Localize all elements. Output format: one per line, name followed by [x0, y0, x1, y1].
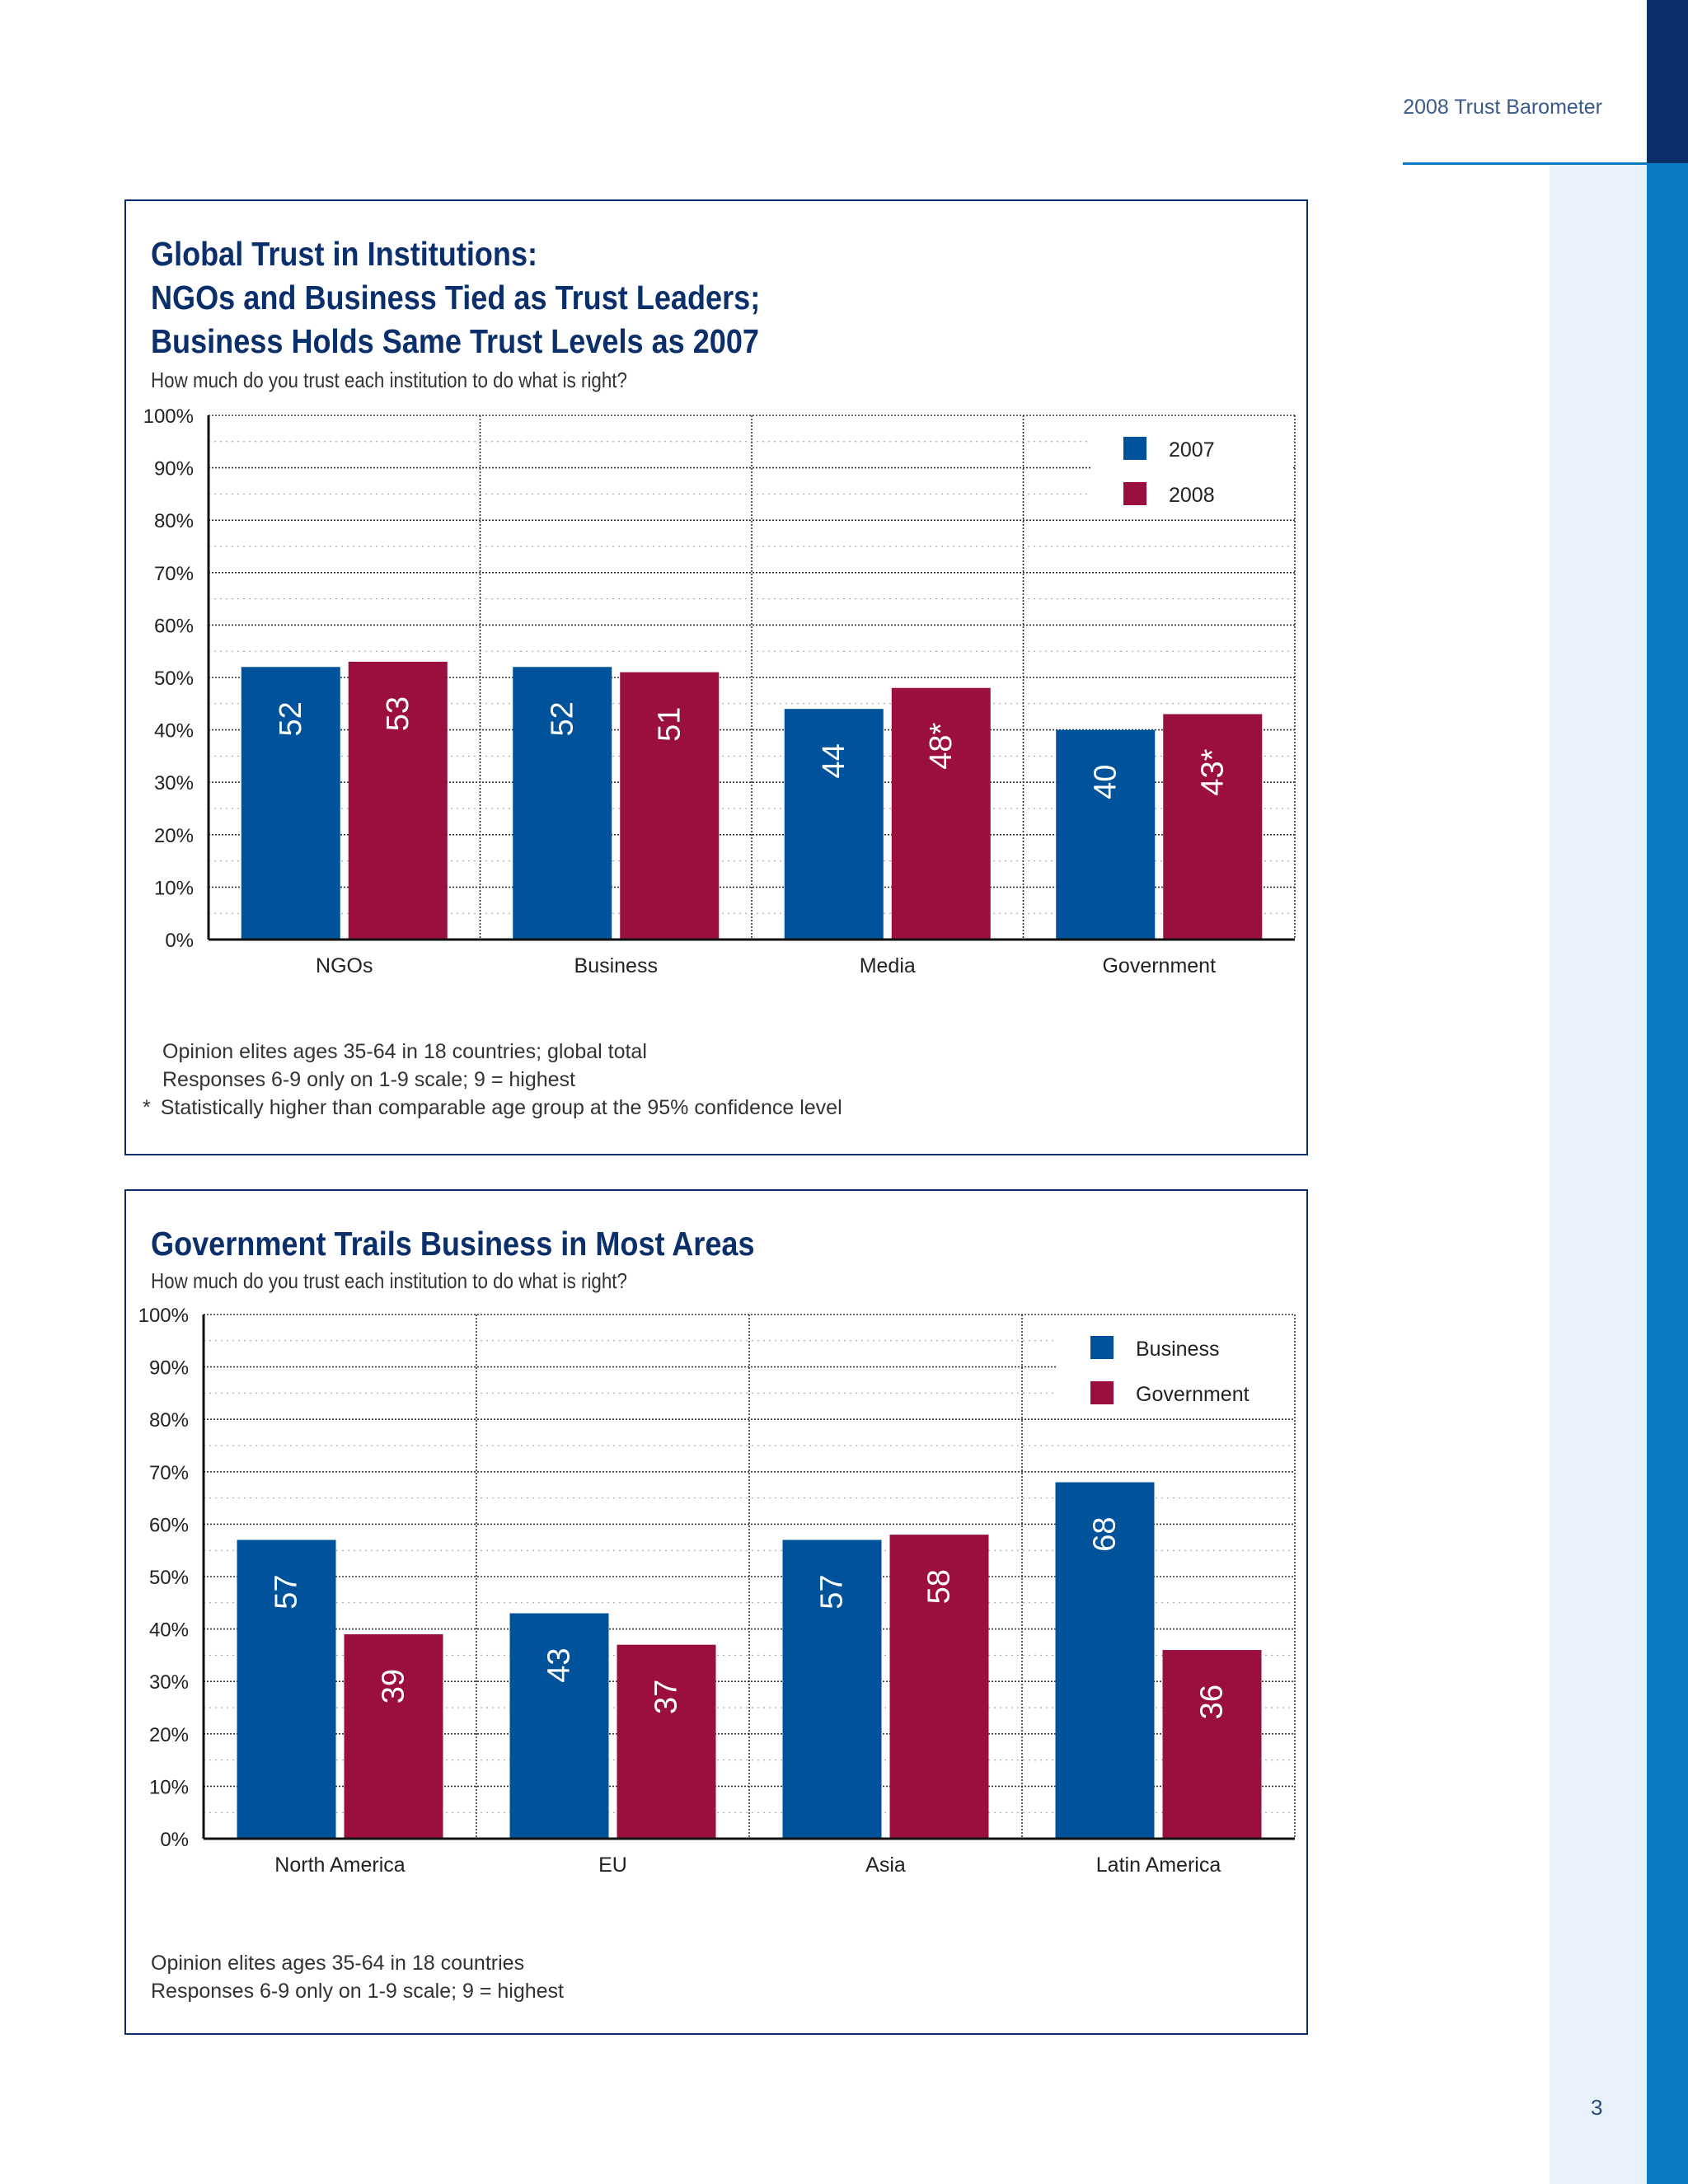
y-tick-label: 100% [138, 1305, 189, 1327]
legend-label: Government [1136, 1383, 1250, 1406]
legend-swatch [1123, 437, 1146, 460]
bar-value-label: 39 [377, 1669, 411, 1704]
bar-value-label: 43* [1195, 748, 1230, 795]
bar-value-label: 58 [922, 1569, 957, 1604]
x-category-label: Government [1102, 954, 1216, 977]
side-panel-light [1550, 163, 1647, 2184]
x-category-label: EU [598, 1854, 627, 1877]
chart-note: Opinion elites ages 35-64 in 18 countrie… [151, 1952, 525, 1975]
y-tick-label: 60% [154, 615, 194, 637]
x-category-label: North America [274, 1854, 405, 1877]
y-tick-label: 30% [154, 772, 194, 794]
y-tick-label: 100% [143, 405, 194, 428]
y-tick-label: 80% [154, 510, 194, 532]
y-tick-label: 20% [149, 1724, 189, 1746]
x-category-label: Media [860, 954, 916, 977]
chart-panel-regional-trust: Government Trails Business in Most Areas… [124, 1189, 1308, 2035]
chart-title-line-3: Business Holds Same Trust Levels as 2007 [151, 322, 760, 360]
bar [1162, 1650, 1262, 1839]
x-category-label: NGOs [316, 954, 373, 977]
y-tick-label: 40% [149, 1619, 189, 1642]
y-tick-label: 70% [149, 1462, 189, 1484]
bar [782, 1540, 882, 1839]
chart-note: Responses 6-9 only on 1-9 scale; 9 = hig… [162, 1068, 576, 1091]
bar-chart-regional-trust: 0% 10% 20% 30% 40% 50% 60% 70% 80% 90% 100% 57 39 Nor… [138, 1305, 1296, 1877]
bar-value-label: 68 [1088, 1517, 1123, 1552]
bar-value-label: 48* [924, 723, 959, 770]
x-category-label: Latin America [1096, 1854, 1221, 1877]
y-tick-label: 10% [149, 1776, 189, 1798]
legend-label: Business [1136, 1338, 1219, 1361]
chart-title-line-1: Global Trust in Institutions: [151, 235, 538, 273]
chart-title: Government Trails Business in Most Areas [151, 1225, 755, 1263]
bar [513, 667, 612, 940]
y-tick-label: 90% [149, 1357, 189, 1380]
bar [1055, 1482, 1155, 1839]
bar-value-label: 52 [545, 701, 579, 736]
side-accent-top [1647, 0, 1688, 163]
bar [509, 1613, 609, 1839]
y-tick-label: 10% [154, 877, 194, 899]
bar-value-label: 44 [817, 743, 851, 778]
bar [1163, 714, 1263, 940]
x-category-label: Asia [865, 1854, 906, 1877]
bar [241, 667, 340, 940]
y-tick-label: 0% [165, 930, 194, 952]
page-number: 3 [1591, 2095, 1603, 2120]
y-tick-label: 0% [160, 1829, 189, 1851]
chart-note-footnote: * Statistically higher than comparable ag… [143, 1096, 842, 1119]
bar-value-label: 43 [542, 1648, 577, 1683]
bar [784, 709, 884, 940]
bar [344, 1633, 443, 1839]
legend-swatch [1090, 1336, 1114, 1359]
y-tick-label: 20% [154, 825, 194, 847]
legend-label: 2008 [1169, 484, 1215, 507]
header-rule [1403, 162, 1647, 165]
chart-panel-global-trust: Global Trust in Institutions: NGOs and B… [124, 199, 1308, 1155]
bar-value-label: 53 [381, 696, 415, 731]
chart-subtitle: How much do you trust each institution t… [151, 1268, 627, 1293]
bar [891, 687, 991, 940]
footnote-marker: * [143, 1096, 151, 1119]
x-category-label: Business [574, 954, 658, 977]
bar [617, 1644, 716, 1839]
bar-chart-global-trust: 0% 10% 20% 30% 40% 50% 60% 70% 80% 90% 100% 52 53 NGO… [143, 405, 1296, 977]
chart-subtitle: How much do you trust each institution t… [151, 368, 627, 392]
bar [237, 1540, 336, 1839]
y-tick-label: 50% [154, 668, 194, 690]
bar [620, 672, 720, 940]
bar-value-label: 37 [649, 1680, 684, 1714]
chart-title-line-2: NGOs and Business Tied as Trust Leaders; [151, 279, 761, 316]
bar-value-label: 52 [274, 701, 308, 736]
legend-swatch [1090, 1381, 1114, 1404]
bar-value-label: 36 [1195, 1685, 1230, 1719]
side-accent-band [1647, 163, 1688, 2184]
chart-note: Opinion elites ages 35-64 in 18 countrie… [162, 1040, 647, 1063]
bar-value-label: 51 [652, 707, 687, 742]
y-tick-label: 40% [154, 720, 194, 743]
bar [889, 1535, 989, 1839]
bar-value-label: 57 [270, 1574, 304, 1609]
report-header: 2008 Trust Barometer [1403, 96, 1602, 119]
y-tick-label: 30% [149, 1671, 189, 1694]
legend-label: 2007 [1169, 438, 1215, 462]
legend-swatch [1123, 482, 1146, 505]
bar-value-label: 57 [815, 1574, 850, 1609]
y-tick-label: 80% [149, 1409, 189, 1432]
y-tick-label: 60% [149, 1514, 189, 1536]
bar [348, 661, 448, 940]
bar-value-label: 40 [1088, 765, 1123, 799]
y-tick-label: 50% [149, 1567, 189, 1589]
y-tick-label: 90% [154, 458, 194, 480]
y-tick-label: 70% [154, 563, 194, 585]
bar [1056, 729, 1156, 940]
chart-note: Responses 6-9 only on 1-9 scale; 9 = hig… [151, 1980, 565, 2003]
